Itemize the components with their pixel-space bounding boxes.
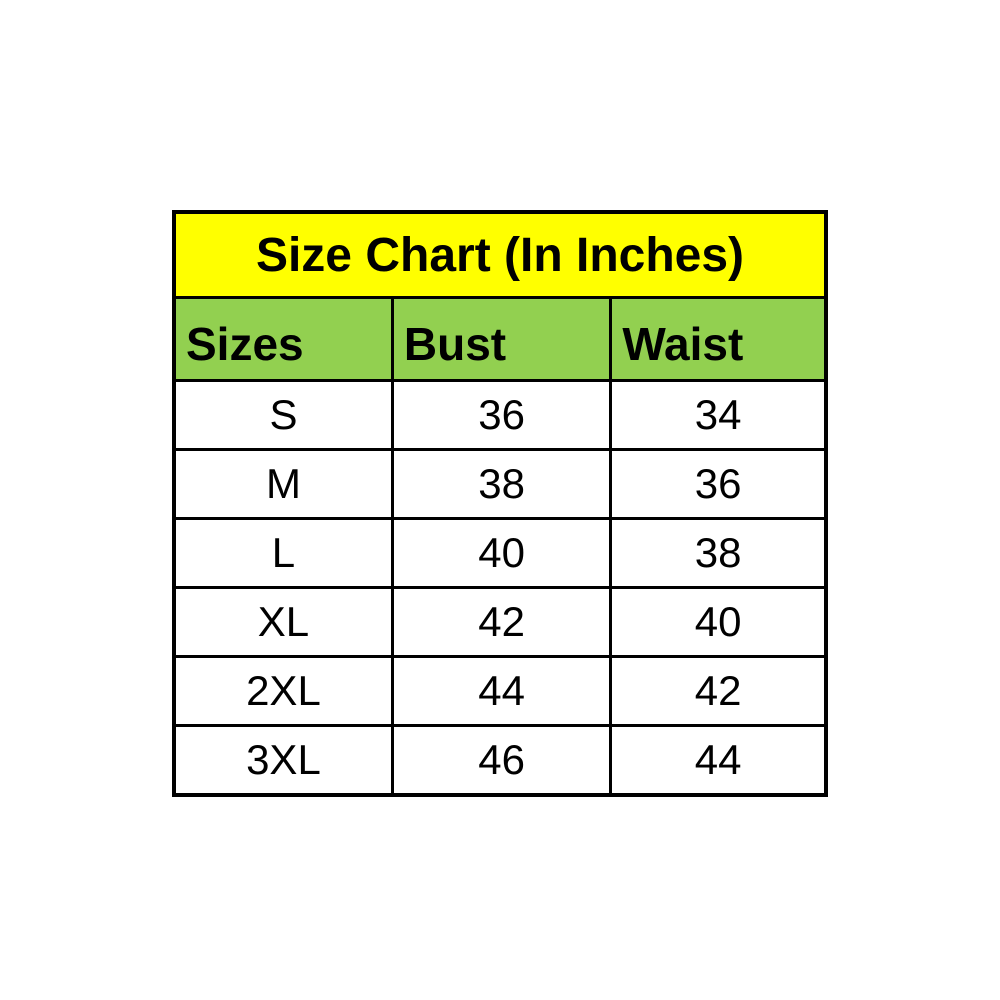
table-row: 3XL 46 44 — [172, 724, 828, 797]
waist-cell: 34 — [609, 379, 828, 451]
bust-cell: 36 — [390, 379, 613, 451]
size-cell: L — [172, 517, 394, 589]
size-cell: 3XL — [172, 724, 394, 797]
column-header-waist: Waist — [609, 296, 828, 382]
header-row: Sizes Bust Waist — [172, 296, 828, 382]
title-row: Size Chart (In Inches) — [172, 210, 828, 299]
size-cell: S — [172, 379, 394, 451]
bust-cell: 38 — [390, 448, 613, 520]
table-row: L 40 38 — [172, 517, 828, 589]
size-cell: XL — [172, 586, 394, 658]
waist-cell: 38 — [609, 517, 828, 589]
table-row: M 38 36 — [172, 448, 828, 520]
bust-cell: 46 — [390, 724, 613, 797]
size-cell: M — [172, 448, 394, 520]
waist-cell: 42 — [609, 655, 828, 727]
column-header-sizes: Sizes — [172, 296, 394, 382]
table-row: 2XL 44 42 — [172, 655, 828, 727]
bust-cell: 44 — [390, 655, 613, 727]
bust-cell: 40 — [390, 517, 613, 589]
table-row: S 36 34 — [172, 379, 828, 451]
table-title: Size Chart (In Inches) — [172, 210, 828, 299]
table-row: XL 42 40 — [172, 586, 828, 658]
bust-cell: 42 — [390, 586, 613, 658]
waist-cell: 40 — [609, 586, 828, 658]
waist-cell: 44 — [609, 724, 828, 797]
size-chart-table: Size Chart (In Inches) Sizes Bust Waist … — [172, 210, 828, 797]
column-header-bust: Bust — [390, 296, 613, 382]
waist-cell: 36 — [609, 448, 828, 520]
size-cell: 2XL — [172, 655, 394, 727]
